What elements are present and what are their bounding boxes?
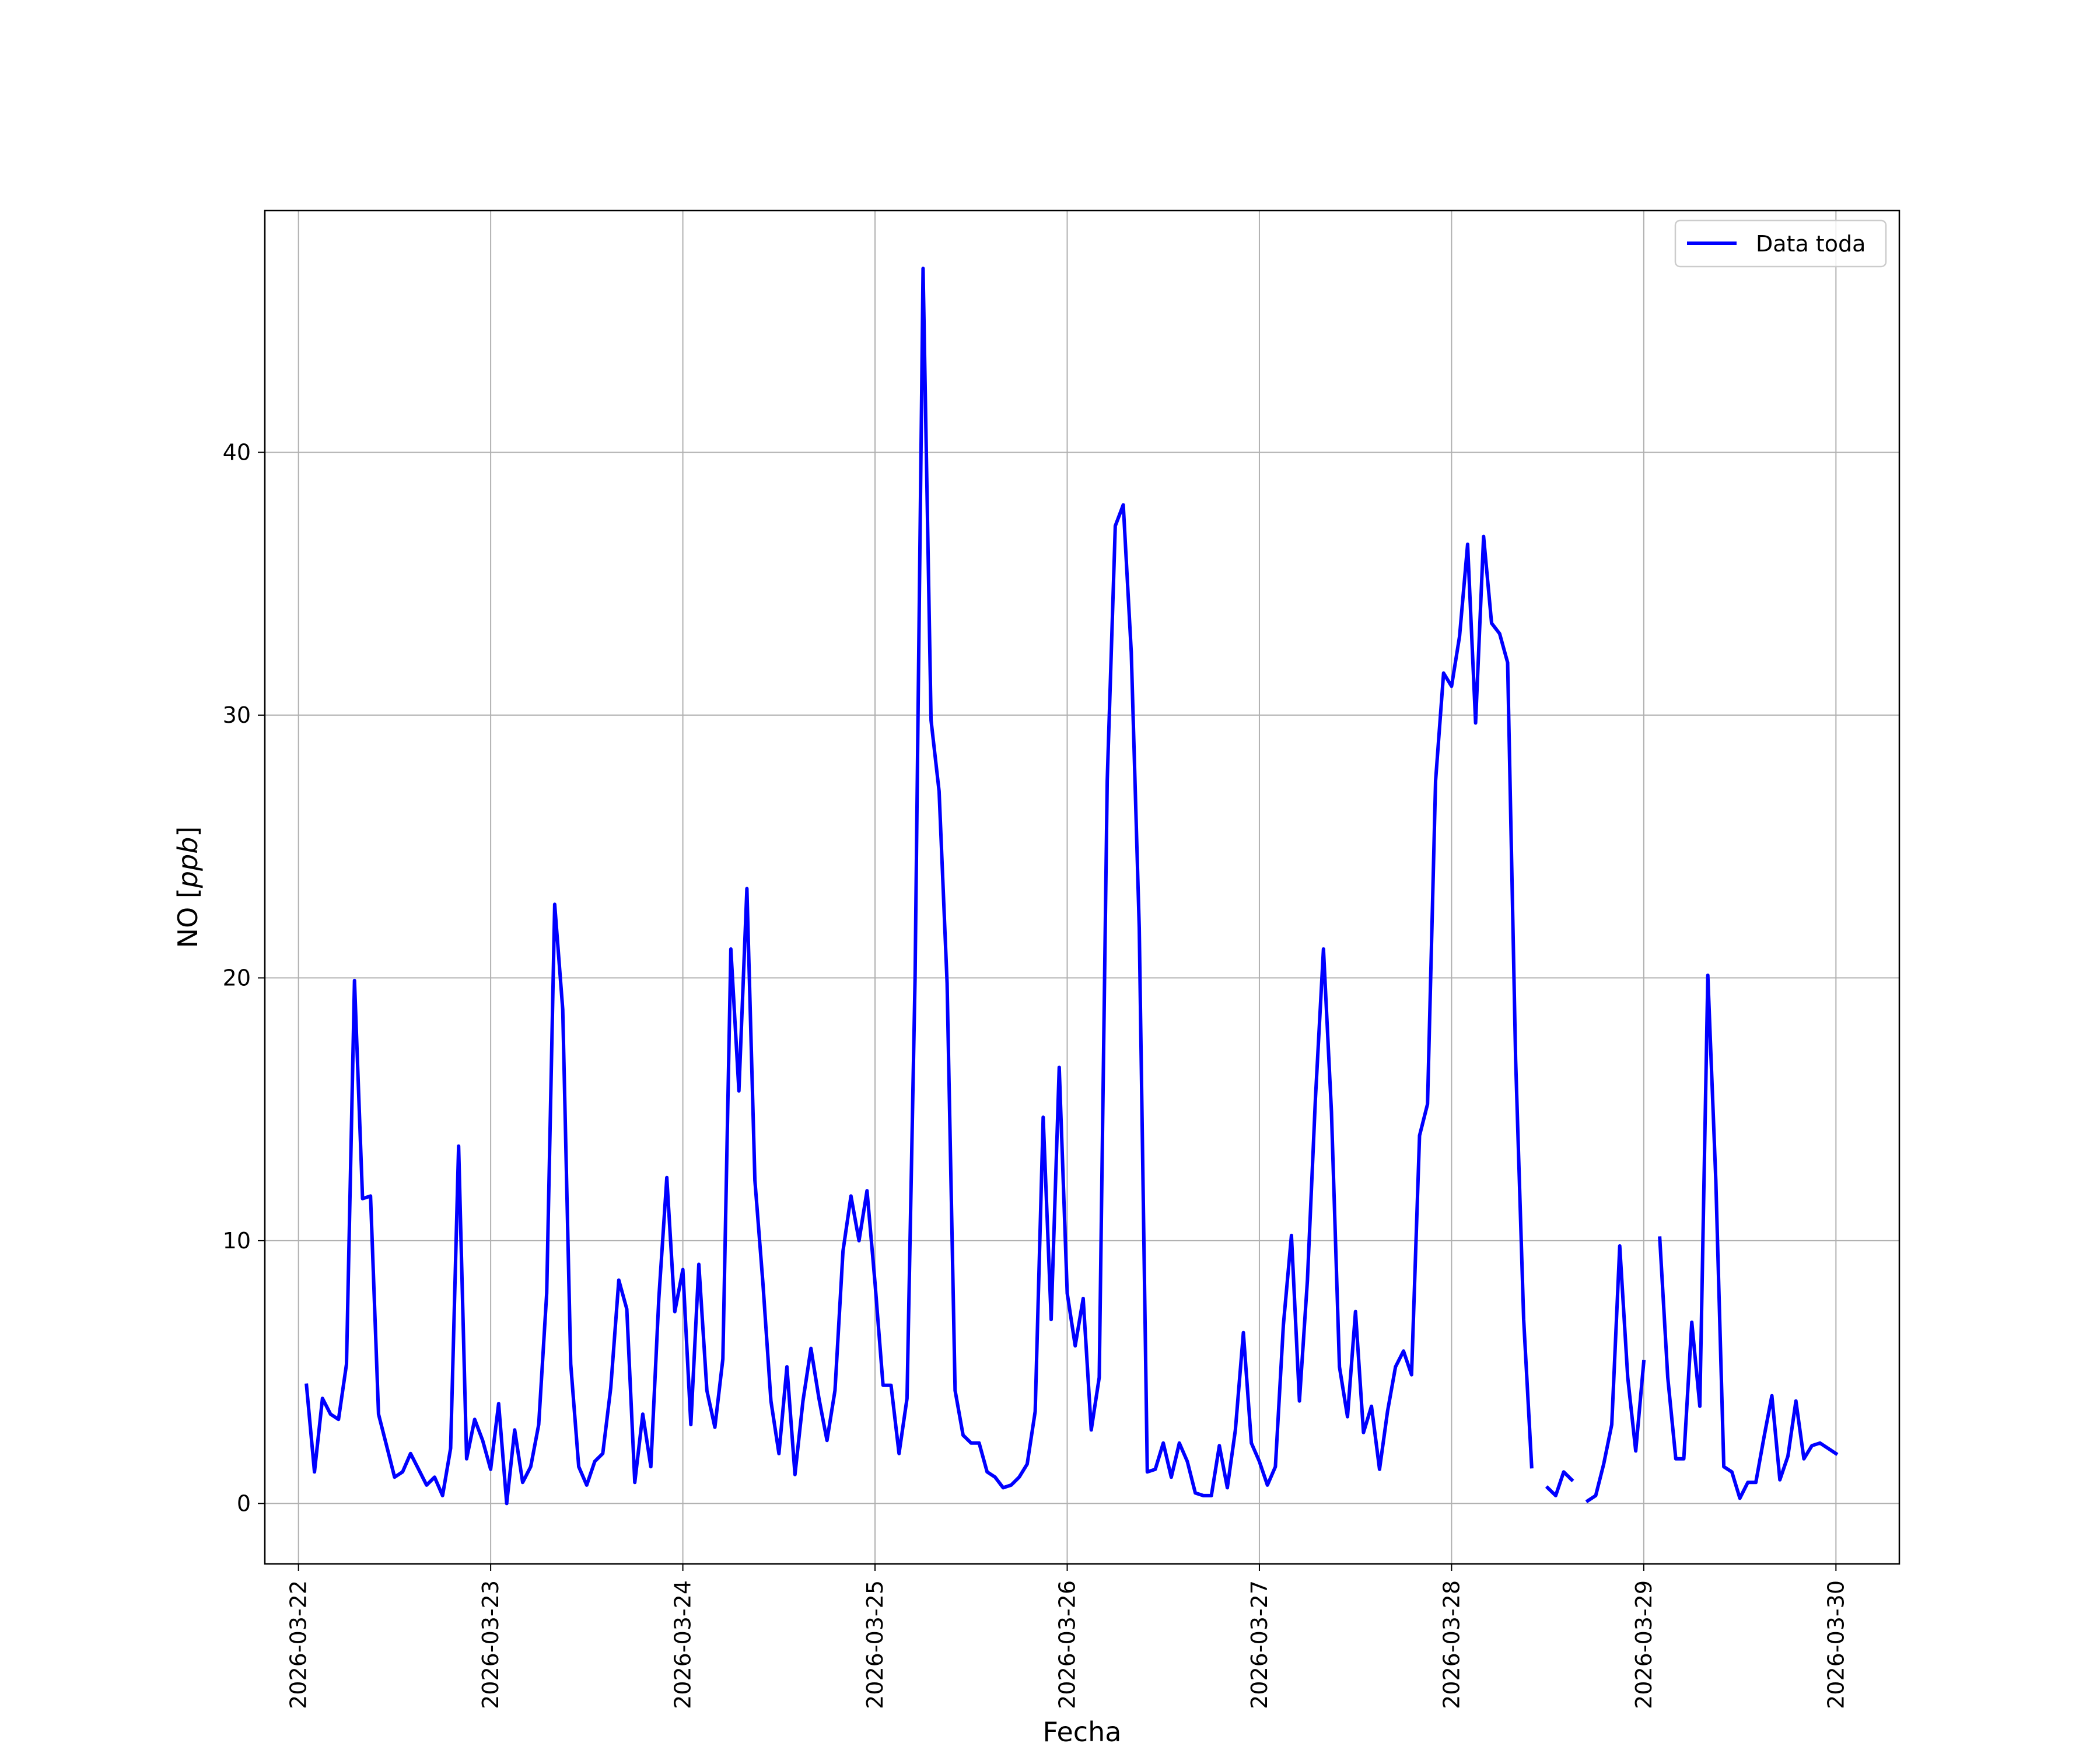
series-line-data-toda bbox=[304, 267, 1839, 1506]
tick-layer: 2026-03-22 2026-03-23 2026-03-24 2026-03-25… bbox=[223, 439, 1849, 1709]
y-axis-label: NO [ppb] bbox=[172, 827, 204, 949]
y-axis-label-close: ] bbox=[172, 827, 204, 837]
x-tick-label: 2026-03-27 bbox=[1247, 1580, 1272, 1709]
legend-box bbox=[1674, 219, 1887, 268]
legend-label-data-toda: Data toda bbox=[1756, 231, 1866, 257]
y-tick-label: 10 bbox=[223, 1228, 251, 1254]
y-axis-label-plain: NO [ bbox=[172, 888, 204, 948]
x-tick-label: 2026-03-25 bbox=[862, 1580, 888, 1709]
series-layer bbox=[304, 267, 1839, 1506]
y-tick-label: 30 bbox=[223, 702, 251, 728]
x-axis-label: Fecha bbox=[1043, 1716, 1122, 1748]
plot-area-frame bbox=[264, 209, 1901, 1565]
plot-area-background bbox=[265, 211, 1899, 1564]
x-tick-label: 2026-03-30 bbox=[1823, 1580, 1849, 1709]
x-tick-label: 2026-03-24 bbox=[670, 1580, 696, 1709]
x-tick-label: 2026-03-28 bbox=[1438, 1580, 1464, 1709]
x-tick-label: 2026-03-23 bbox=[478, 1580, 503, 1709]
grid-layer bbox=[265, 211, 1899, 1564]
y-tick-label: 20 bbox=[223, 965, 251, 991]
y-tick-label: 40 bbox=[223, 439, 251, 465]
y-tick-label: 0 bbox=[237, 1490, 251, 1516]
x-tick-label: 2026-03-29 bbox=[1631, 1580, 1657, 1709]
x-tick-label: 2026-03-22 bbox=[286, 1580, 312, 1709]
x-tick-label: 2026-03-26 bbox=[1054, 1580, 1080, 1709]
y-axis-label-italic: ppb bbox=[172, 837, 204, 889]
legend: Data toda bbox=[1674, 219, 1887, 268]
